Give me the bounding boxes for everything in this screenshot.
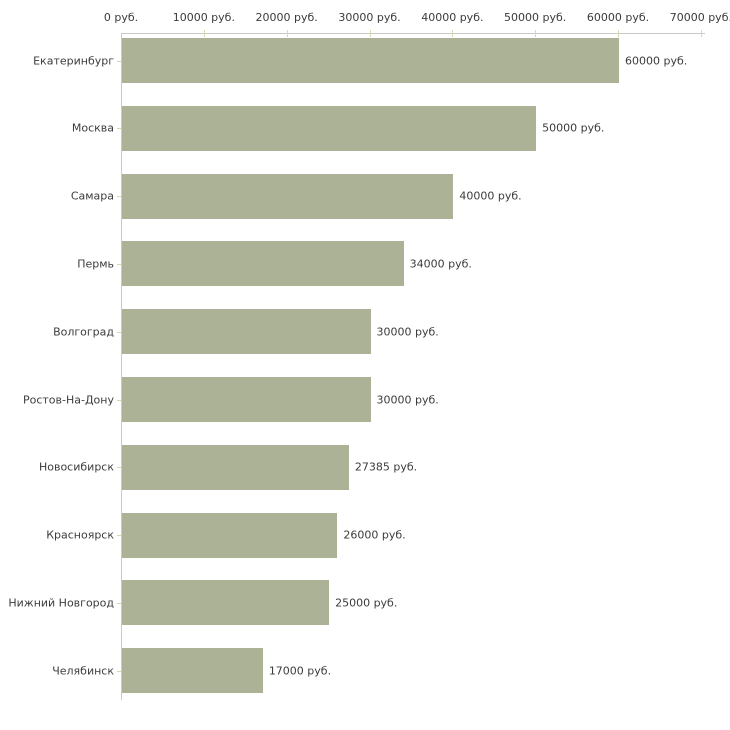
category-label: Волгоград <box>53 325 114 339</box>
x-axis-tick <box>369 30 371 37</box>
value-label: 34000 руб. <box>409 257 472 271</box>
x-axis-tick-label: 40000 руб. <box>421 11 484 24</box>
x-axis-tick <box>286 30 288 37</box>
y-axis-tick <box>117 603 121 604</box>
x-axis-tick <box>203 30 205 37</box>
value-label: 17000 руб. <box>268 664 332 678</box>
x-axis-tick <box>535 30 537 37</box>
category-label: Пермь <box>77 257 114 271</box>
bar <box>122 648 263 694</box>
value-label: 26000 руб. <box>343 528 406 542</box>
value-label: 30000 руб. <box>376 393 439 406</box>
category-label: Самара <box>70 189 114 203</box>
value-label: 40000 руб. <box>459 189 522 203</box>
bar <box>122 173 454 219</box>
value-label: 27385 руб. <box>354 460 418 474</box>
bar <box>122 241 404 287</box>
y-axis-tick <box>117 467 121 468</box>
category-label: Красноярск <box>46 528 114 542</box>
x-axis-tick-label: 0 руб. <box>103 11 139 24</box>
x-axis-tick <box>700 30 702 37</box>
x-axis-tick-label: 20000 руб. <box>255 11 318 24</box>
y-axis-tick <box>117 196 121 197</box>
x-axis-tick-label: 30000 руб. <box>338 11 401 24</box>
y-axis-tick <box>117 671 121 672</box>
y-axis-tick <box>117 400 121 401</box>
x-axis-tick-label: 50000 руб. <box>504 11 567 24</box>
value-label: 50000 руб. <box>542 121 605 135</box>
value-label: 60000 руб. <box>625 54 688 67</box>
y-axis-tick <box>117 332 121 333</box>
x-axis-tick <box>618 30 620 37</box>
bar <box>122 105 537 151</box>
value-label: 25000 руб. <box>335 596 398 610</box>
category-label: Екатеринбург <box>33 54 114 67</box>
bar <box>122 38 620 83</box>
x-axis-tick-label: 70000 руб. <box>669 11 730 24</box>
bar <box>122 444 349 490</box>
category-label: Нижний Новгород <box>8 596 114 610</box>
category-label: Москва <box>71 121 114 135</box>
bar <box>122 580 330 626</box>
bar <box>122 512 338 558</box>
bar <box>122 309 371 355</box>
x-axis-tick-label: 60000 руб. <box>586 11 650 24</box>
category-label: Челябинск <box>52 664 114 678</box>
bar <box>122 377 371 422</box>
category-label: Ростов-На-Дону <box>22 393 114 406</box>
x-axis-line <box>121 33 705 34</box>
x-axis-tick <box>452 30 454 37</box>
y-axis-line <box>121 33 122 700</box>
x-axis-tick-label: 10000 руб. <box>172 11 235 24</box>
category-label: Новосибирск <box>38 460 114 474</box>
y-axis-tick <box>117 264 121 265</box>
y-axis-tick <box>117 535 121 536</box>
value-label: 30000 руб. <box>376 325 439 339</box>
y-axis-tick <box>117 61 121 62</box>
y-axis-tick <box>117 128 121 129</box>
